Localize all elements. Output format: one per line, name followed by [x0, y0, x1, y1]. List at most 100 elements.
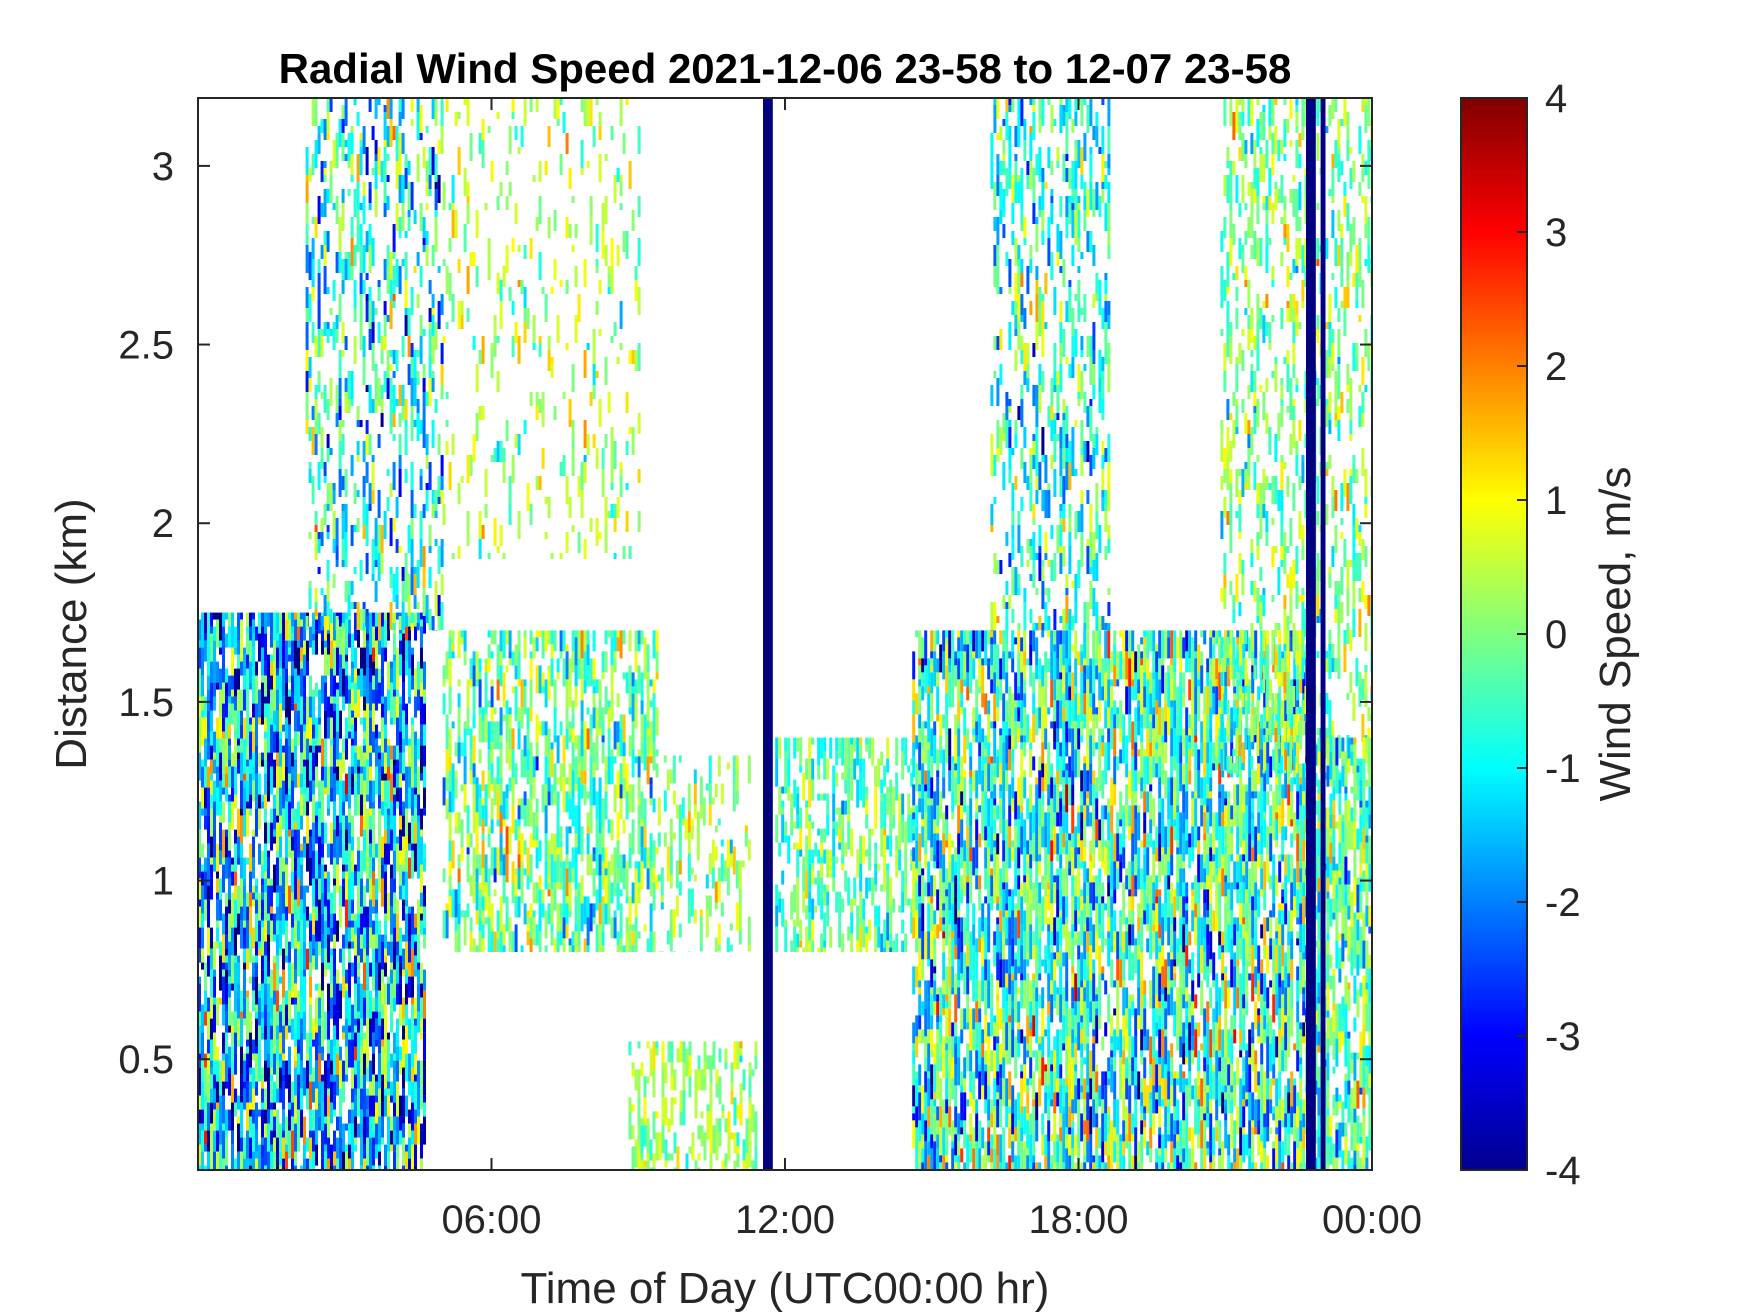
heatmap-cell: [288, 941, 291, 963]
heatmap-cell: [425, 203, 429, 210]
heatmap-cell: [219, 1144, 222, 1170]
heatmap-cell: [850, 758, 854, 787]
heatmap-cell: [490, 847, 494, 876]
heatmap-cell: [300, 724, 303, 753]
heatmap-cell: [351, 1102, 354, 1110]
heatmap-cell: [324, 647, 327, 676]
heatmap-cell: [231, 1060, 234, 1075]
heatmap-cell: [643, 924, 647, 932]
heatmap-cell: [649, 679, 653, 687]
heatmap-cell: [966, 672, 970, 687]
heatmap-cell: [389, 252, 393, 280]
heatmap-cell: [619, 301, 623, 329]
heatmap-cell: [598, 903, 602, 925]
heatmap-cell: [264, 1123, 267, 1138]
heatmap-cell: [261, 983, 264, 1012]
heatmap-cell: [978, 658, 982, 687]
heatmap-cell: [306, 1032, 309, 1054]
heatmap-cell: [231, 1130, 234, 1145]
heatmap-cell: [416, 399, 420, 413]
heatmap-cell: [246, 1130, 249, 1159]
heatmap-cell: [210, 857, 213, 865]
heatmap-cell: [963, 805, 967, 813]
heatmap-cell: [300, 1088, 303, 1110]
heatmap-cell: [957, 910, 961, 918]
heatmap-cell: [321, 1158, 324, 1170]
heatmap-cell: [386, 266, 390, 294]
heatmap-cell: [395, 595, 399, 609]
heatmap-cell: [622, 756, 626, 778]
heatmap-cell: [912, 966, 916, 995]
heatmap-cell: [936, 686, 940, 715]
heatmap-cell: [414, 927, 417, 935]
heatmap-cell: [568, 763, 572, 792]
heatmap-cell: [345, 1046, 348, 1075]
heatmap-cell: [359, 294, 363, 322]
heatmap-cell: [948, 1050, 952, 1065]
heatmap-cell: [883, 863, 887, 892]
heatmap-cell: [583, 721, 587, 750]
heatmap-cell: [402, 1088, 405, 1096]
heatmap-cell: [333, 1004, 336, 1026]
heatmap-cell: [228, 745, 231, 760]
heatmap-cell: [399, 1116, 402, 1131]
heatmap-cell: [351, 850, 354, 872]
heatmap-cell: [210, 773, 213, 781]
heatmap-cell: [544, 161, 548, 175]
heatmap-cell: [300, 668, 303, 697]
heatmap-cell: [326, 434, 330, 448]
heatmap-cell: [511, 861, 515, 883]
heatmap-cell: [862, 786, 866, 808]
heatmap-cell: [405, 661, 408, 676]
heatmap-cell: [420, 836, 423, 865]
heatmap-cell: [420, 962, 423, 984]
heatmap-cell: [565, 903, 569, 925]
heatmap-cell: [969, 1029, 973, 1051]
heatmap-cell: [374, 371, 378, 399]
heatmap-cell: [700, 1132, 704, 1147]
heatmap-cell: [423, 808, 426, 816]
heatmap-cell: [300, 612, 303, 620]
heatmap-cell: [568, 735, 572, 743]
heatmap-cell: [529, 707, 533, 722]
heatmap-cell: [826, 849, 830, 864]
heatmap-cell: [318, 1046, 321, 1054]
heatmap-cell: [523, 420, 527, 434]
heatmap-cell: [405, 808, 408, 837]
heatmap-cell: [252, 1039, 255, 1054]
heatmap-cell: [362, 497, 366, 525]
heatmap-cell: [592, 777, 596, 806]
heatmap-cell: [933, 1043, 937, 1065]
heatmap-cell: [431, 616, 435, 631]
heatmap-cell: [305, 147, 309, 175]
heatmap-cell: [933, 910, 937, 925]
heatmap-cell: [853, 877, 857, 899]
heatmap-cell: [808, 891, 812, 913]
heatmap-cell: [345, 969, 348, 984]
heatmap-cell: [428, 308, 432, 322]
heatmap-cell: [363, 906, 366, 928]
heatmap-cell: [921, 1162, 925, 1170]
heatmap-cell: [333, 696, 336, 704]
heatmap-cell: [246, 1081, 249, 1103]
heatmap-cell: [960, 952, 964, 974]
heatmap-cell: [261, 1067, 264, 1082]
heatmap-cell: [640, 819, 644, 827]
heatmap-cell: [847, 737, 851, 766]
heatmap-cell: [565, 826, 569, 855]
heatmap-cell: [311, 287, 315, 301]
heatmap-cell: [637, 798, 641, 806]
heatmap-cell: [408, 1053, 411, 1082]
heatmap-cell: [375, 920, 378, 935]
heatmap-cell: [314, 140, 318, 168]
heatmap-cell: [691, 1132, 695, 1147]
heatmap-cell: [975, 1113, 979, 1142]
heatmap-cell: [252, 871, 255, 879]
heatmap-cell: [348, 822, 351, 844]
heatmap-cell: [333, 1130, 336, 1152]
heatmap-cell: [529, 938, 533, 952]
heatmap-cell: [243, 717, 246, 739]
heatmap-cell: [225, 955, 228, 963]
heatmap-cell: [808, 758, 812, 780]
heatmap-cell: [249, 1158, 252, 1166]
